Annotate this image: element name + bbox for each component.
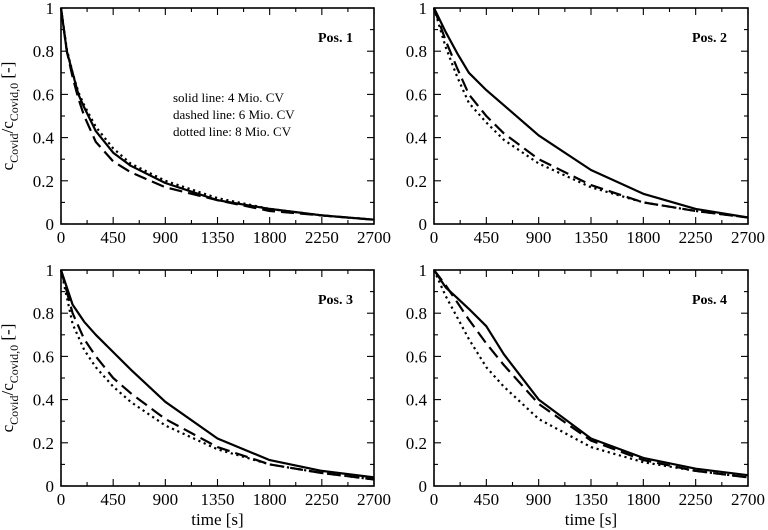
y-axis-label: cCovid/cCovid,0 [-] xyxy=(0,324,21,433)
x-tick-label: 2700 xyxy=(357,228,391,247)
x-axis-label: time [s] xyxy=(565,510,617,529)
x-tick-label: 0 xyxy=(430,490,439,509)
x-tick-label: 2700 xyxy=(731,228,765,247)
y-tick-label: 0.8 xyxy=(406,304,427,323)
y-tick-label: 0.8 xyxy=(406,42,427,61)
x-tick-label: 900 xyxy=(153,490,179,509)
y-axis-label: cCovid/cCovid,0 [-] xyxy=(0,62,21,171)
chart-panel-4: 0 450 900 1350 1800 2250 2700 0 0.2 0.4 0.6 0.8 1 Pos… xyxy=(406,261,765,529)
y-tick-label: 0.6 xyxy=(33,347,54,366)
x-tick-label: 900 xyxy=(526,490,552,509)
y-tick-label: 0.2 xyxy=(33,172,54,191)
y-tick-label: 0.2 xyxy=(33,434,54,453)
series-line-dashed xyxy=(59,269,375,481)
chart-panel-2: 0 450 900 1350 1800 2250 2700 0 0.2 0.4 0.6 0.8 1 Pos… xyxy=(406,0,765,247)
y-axis-label-part: [-] xyxy=(0,324,17,345)
y-tick-label: 0 xyxy=(46,215,55,234)
x-tick-label: 2700 xyxy=(731,490,765,509)
y-axis-label-part: Covid xyxy=(7,395,21,424)
y-tick-label: 0.6 xyxy=(406,85,427,104)
x-tick-label: 450 xyxy=(474,490,500,509)
y-tick-label: 0.4 xyxy=(33,391,55,410)
y-axis-label-part: [-] xyxy=(0,62,17,83)
x-tick-label: 2250 xyxy=(305,228,339,247)
y-tick-label: 0 xyxy=(419,215,428,234)
x-tick-label: 1800 xyxy=(253,490,287,509)
y-tick-label: 0.4 xyxy=(33,129,55,148)
y-tick-label: 0 xyxy=(46,477,55,496)
y-tick-label: 0.6 xyxy=(33,85,54,104)
y-tick-label: 0.6 xyxy=(406,347,427,366)
x-tick-label: 1350 xyxy=(201,228,235,247)
x-tick-label: 2250 xyxy=(679,228,713,247)
series-line-dashed xyxy=(433,269,749,479)
x-tick-label: 2250 xyxy=(679,490,713,509)
x-tick-label: 2700 xyxy=(357,490,391,509)
y-tick-label: 0.4 xyxy=(406,129,428,148)
series-line-solid xyxy=(433,269,749,477)
panel-label: Pos. 2 xyxy=(692,31,727,46)
x-tick-label: 1800 xyxy=(626,490,660,509)
y-tick-label: 0.4 xyxy=(406,391,428,410)
series-line-solid xyxy=(433,7,749,219)
series-line-dotted xyxy=(59,269,375,481)
series-line-dotted xyxy=(432,7,749,219)
x-tick-label: 450 xyxy=(474,228,500,247)
x-tick-label: 450 xyxy=(100,490,126,509)
chart-panel-3: 0 450 900 1350 1800 2250 2700 0 0.2 0.4 0.6 0.8 1 Pos… xyxy=(0,261,391,529)
y-tick-label: 0.2 xyxy=(406,172,427,191)
y-tick-label: 1 xyxy=(419,0,428,18)
y-tick-label: 0 xyxy=(419,477,428,496)
chart-panel-1: 0 450 900 1350 1800 2250 2700 0 0.2 0.4 0.6 0.8 1 Pos… xyxy=(0,0,391,247)
x-tick-label: 1800 xyxy=(626,228,660,247)
y-tick-label: 0.8 xyxy=(33,304,54,323)
x-tick-label: 900 xyxy=(153,228,179,247)
y-axis-label-part: Covid xyxy=(7,133,21,162)
x-tick-label: 0 xyxy=(57,228,66,247)
legend-annotation: dashed line: 6 Mio. CV xyxy=(173,107,295,122)
x-tick-label: 0 xyxy=(57,490,66,509)
y-tick-label: 0.8 xyxy=(33,42,54,61)
y-tick-label: 1 xyxy=(46,261,55,280)
series-line-solid xyxy=(59,269,375,479)
y-axis-label-part: /c xyxy=(0,121,17,134)
x-tick-label: 450 xyxy=(100,228,126,247)
series-line-dotted xyxy=(59,7,375,221)
panel-label: Pos. 3 xyxy=(318,293,353,308)
y-axis-label-part: /c xyxy=(0,383,17,396)
y-axis-label-part: Covid,0 xyxy=(7,345,21,383)
x-tick-label: 2250 xyxy=(305,490,339,509)
legend-annotation: dotted line: 8 Mio. CV xyxy=(173,124,292,139)
y-axis-label-part: c xyxy=(0,162,17,170)
legend-annotation: solid line: 4 Mio. CV xyxy=(173,90,284,105)
x-tick-label: 1800 xyxy=(253,228,287,247)
x-axis-label: time [s] xyxy=(191,510,243,529)
x-tick-label: 1350 xyxy=(201,490,235,509)
panel-label: Pos. 4 xyxy=(692,293,727,308)
x-tick-label: 1350 xyxy=(574,228,608,247)
y-tick-label: 0.2 xyxy=(406,434,427,453)
x-tick-label: 900 xyxy=(526,228,552,247)
panel-label: Pos. 1 xyxy=(318,31,353,46)
series-line-dashed xyxy=(59,7,375,221)
x-tick-label: 0 xyxy=(430,228,439,247)
x-tick-label: 1350 xyxy=(574,490,608,509)
series-line-dashed xyxy=(432,7,749,219)
y-axis-label-part: c xyxy=(0,424,17,432)
y-axis-label-part: Covid,0 xyxy=(7,83,21,121)
y-tick-label: 1 xyxy=(46,0,55,18)
y-tick-label: 1 xyxy=(419,261,428,280)
